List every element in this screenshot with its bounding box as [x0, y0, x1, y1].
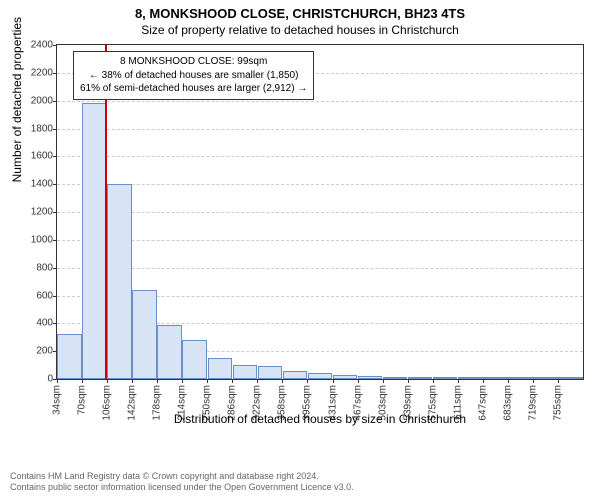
ytick-label: 1800: [31, 123, 57, 134]
histogram-bar: [483, 377, 508, 379]
histogram-bar: [82, 103, 107, 379]
histogram-bar: [458, 377, 483, 379]
histogram-bar: [132, 290, 157, 379]
histogram-bar: [157, 325, 182, 379]
xtick-mark: [307, 379, 308, 383]
xtick-label: 34sqm: [52, 385, 63, 415]
histogram-bar: [358, 376, 383, 379]
ytick-label: 1400: [31, 179, 57, 190]
xtick-mark: [157, 379, 158, 383]
xtick-mark: [558, 379, 559, 383]
xtick-mark: [107, 379, 108, 383]
xtick-mark: [333, 379, 334, 383]
xtick-mark: [132, 379, 133, 383]
xtick-mark: [358, 379, 359, 383]
xtick-mark: [433, 379, 434, 383]
xtick-mark: [257, 379, 258, 383]
histogram-bar: [558, 377, 583, 379]
ytick-label: 1600: [31, 151, 57, 162]
histogram-bar: [408, 377, 433, 379]
histogram-bar: [107, 184, 132, 379]
ytick-label: 800: [36, 262, 57, 273]
chart-title: 8, MONKSHOOD CLOSE, CHRISTCHURCH, BH23 4…: [0, 0, 600, 21]
ytick-label: 1200: [31, 207, 57, 218]
histogram-bar: [433, 377, 458, 379]
gridline: [57, 101, 583, 102]
histogram-bar: [283, 371, 308, 379]
xtick-mark: [533, 379, 534, 383]
xtick-mark: [483, 379, 484, 383]
histogram-bar: [383, 377, 408, 379]
y-axis-label: Number of detached properties: [10, 17, 24, 182]
gridline: [57, 240, 583, 241]
histogram-bar: [258, 366, 283, 379]
footer-line2: Contains public sector information licen…: [10, 482, 590, 494]
gridline: [57, 156, 583, 157]
chart-subtitle: Size of property relative to detached ho…: [0, 21, 600, 41]
plot-area: 0200400600800100012001400160018002000220…: [56, 44, 584, 380]
ytick-label: 2200: [31, 67, 57, 78]
histogram-bar: [208, 358, 233, 379]
xtick-mark: [458, 379, 459, 383]
ytick-label: 2400: [31, 40, 57, 51]
histogram-bar: [333, 375, 358, 379]
xtick-mark: [182, 379, 183, 383]
xtick-mark: [57, 379, 58, 383]
xtick-mark: [207, 379, 208, 383]
ytick-label: 1000: [31, 234, 57, 245]
gridline: [57, 268, 583, 269]
ytick-label: 200: [36, 346, 57, 357]
xtick-mark: [282, 379, 283, 383]
x-axis-label: Distribution of detached houses by size …: [56, 412, 584, 426]
histogram-bar: [508, 377, 533, 379]
xtick-mark: [232, 379, 233, 383]
histogram-bar: [533, 377, 558, 379]
chart-area: Number of detached properties 0200400600…: [56, 44, 584, 420]
ytick-label: 400: [36, 318, 57, 329]
annotation-line1: 8 MONKSHOOD CLOSE: 99sqm: [80, 55, 307, 69]
xtick-mark: [383, 379, 384, 383]
histogram-bar: [233, 365, 258, 379]
footer: Contains HM Land Registry data © Crown c…: [10, 471, 590, 494]
annotation-line3: 61% of semi-detached houses are larger (…: [80, 82, 307, 96]
ytick-label: 600: [36, 290, 57, 301]
annotation-line2: ← 38% of detached houses are smaller (1,…: [80, 69, 307, 83]
histogram-bar: [308, 373, 333, 379]
gridline: [57, 212, 583, 213]
xtick-mark: [508, 379, 509, 383]
ytick-label: 2000: [31, 95, 57, 106]
histogram-bar: [57, 334, 82, 379]
xtick-label: 70sqm: [77, 385, 88, 415]
xtick-mark: [408, 379, 409, 383]
gridline: [57, 184, 583, 185]
gridline: [57, 129, 583, 130]
xtick-mark: [82, 379, 83, 383]
annotation-box: 8 MONKSHOOD CLOSE: 99sqm ← 38% of detach…: [73, 51, 314, 100]
footer-line1: Contains HM Land Registry data © Crown c…: [10, 471, 590, 483]
histogram-bar: [182, 340, 207, 379]
ytick-label: 0: [47, 374, 57, 385]
